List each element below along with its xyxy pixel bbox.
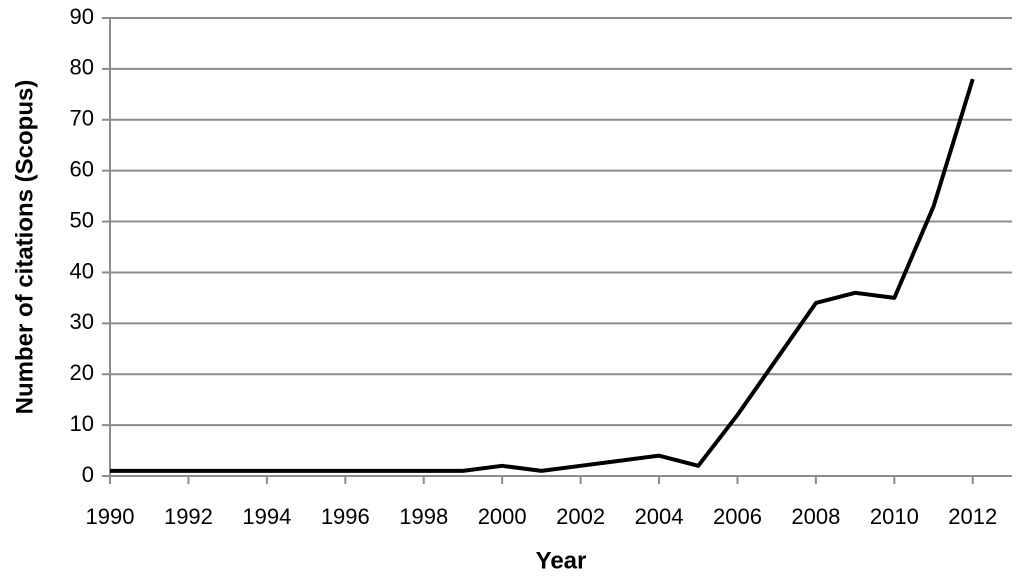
x-tick-label: 2000 bbox=[478, 504, 527, 529]
y-tick-label: 80 bbox=[70, 55, 94, 80]
x-tick-label: 2002 bbox=[556, 504, 605, 529]
x-axis-title: Year bbox=[536, 547, 587, 574]
x-tick-label: 1990 bbox=[86, 504, 135, 529]
data-line bbox=[110, 78, 975, 473]
x-tick-label: 1992 bbox=[164, 504, 213, 529]
y-tick-label: 10 bbox=[70, 411, 94, 436]
y-axis-title: Number of citations (Scopus) bbox=[11, 80, 38, 415]
x-tick-label: 2004 bbox=[635, 504, 684, 529]
x-tick-label: 1998 bbox=[399, 504, 448, 529]
y-tick-label: 90 bbox=[70, 4, 94, 29]
x-tick-label: 2012 bbox=[948, 504, 997, 529]
x-tick-label: 2008 bbox=[791, 504, 840, 529]
y-tick-label: 60 bbox=[70, 156, 94, 181]
x-tick-label: 2006 bbox=[713, 504, 762, 529]
y-tick-label: 30 bbox=[70, 309, 94, 334]
y-tick-label: 70 bbox=[70, 106, 94, 131]
y-tick-label: 20 bbox=[70, 360, 94, 385]
y-tick-label: 0 bbox=[82, 462, 94, 487]
x-tick-label: 1994 bbox=[242, 504, 291, 529]
x-tick-label: 1996 bbox=[321, 504, 370, 529]
y-tick-label: 50 bbox=[70, 207, 94, 232]
x-tick-label: 2010 bbox=[870, 504, 919, 529]
y-tick-label: 40 bbox=[70, 258, 94, 283]
